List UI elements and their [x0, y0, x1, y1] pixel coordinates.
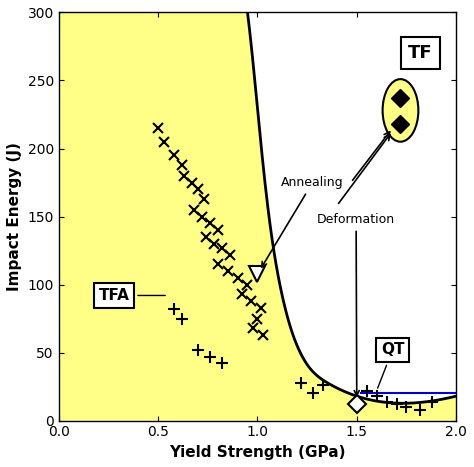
- Text: Deformation: Deformation: [317, 213, 395, 396]
- Text: Annealing: Annealing: [262, 176, 344, 267]
- Text: TFA: TFA: [99, 288, 165, 303]
- Ellipse shape: [383, 79, 419, 142]
- Polygon shape: [59, 13, 456, 421]
- Text: TF: TF: [408, 44, 433, 62]
- Y-axis label: Impact Energy (J): Impact Energy (J): [7, 142, 22, 291]
- Text: QT: QT: [378, 342, 404, 388]
- X-axis label: Yield Strength (GPa): Yield Strength (GPa): [169, 445, 346, 460]
